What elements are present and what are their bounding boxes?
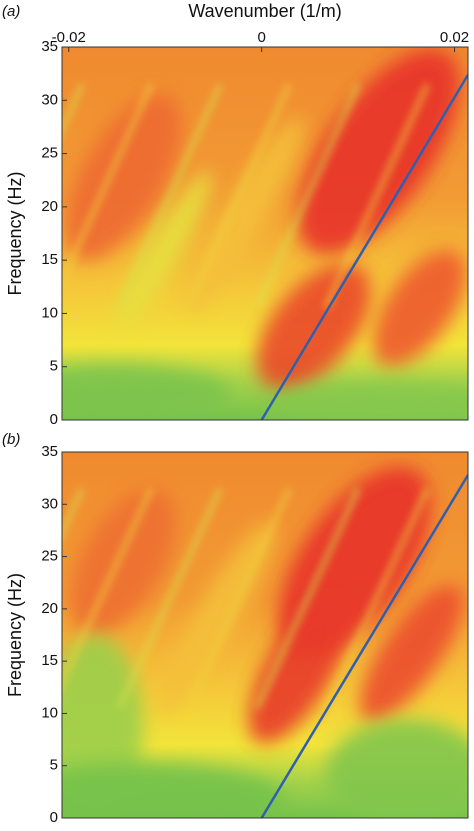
heatmap-blob xyxy=(186,117,304,313)
heatmap-streak xyxy=(62,487,155,689)
heatmap-blob xyxy=(265,382,468,420)
heatmap-blob xyxy=(114,170,213,334)
heatmap-streak xyxy=(185,83,293,310)
panel-label: (b) xyxy=(2,431,20,448)
y-tick-label: 35 xyxy=(41,38,58,55)
x-tick-label: -0.02 xyxy=(52,29,86,46)
y-tick-label: 0 xyxy=(50,411,58,428)
heatmap-blob xyxy=(64,94,182,261)
series-line xyxy=(260,74,468,420)
y-tick-label: 10 xyxy=(41,704,58,721)
heatmap-streak xyxy=(62,83,155,289)
heatmap-streak xyxy=(323,487,431,710)
plot-frame xyxy=(61,46,469,421)
y-tick-label: 25 xyxy=(41,548,58,565)
heatmap-blob xyxy=(158,521,274,713)
heatmap-streak xyxy=(62,487,86,540)
y-tick-label: 10 xyxy=(41,304,58,321)
series-line xyxy=(260,474,468,818)
panel-label: (a) xyxy=(2,3,20,20)
x-tick-label: 0.02 xyxy=(440,29,469,46)
y-tick-label: 35 xyxy=(41,443,58,460)
heatmap-streak xyxy=(254,487,362,710)
heatmap-blob xyxy=(372,250,467,367)
y-tick-label: 30 xyxy=(41,91,58,108)
y-tick-label: 15 xyxy=(41,652,58,669)
heatmap-streak xyxy=(323,83,431,310)
heatmap-blob xyxy=(62,763,286,818)
x-tick-label: 0 xyxy=(257,29,265,46)
y-tick-label: 25 xyxy=(41,145,58,162)
y-tick-label: 5 xyxy=(50,358,58,375)
y-tick-label: 20 xyxy=(41,600,58,617)
y-tick-label: 30 xyxy=(41,495,58,512)
heatmap-blob xyxy=(69,489,177,635)
plot-area xyxy=(62,47,468,420)
heatmap-blob xyxy=(256,263,371,390)
plot-frame xyxy=(61,451,469,819)
y-axis-label: Frequency (Hz) xyxy=(5,171,25,295)
heatmap-streak xyxy=(116,487,224,710)
heatmap-streak xyxy=(254,83,362,310)
heatmap-streak xyxy=(116,83,224,310)
x-axis-label: Wavenumber (1/m) xyxy=(188,1,341,21)
heatmap-streak xyxy=(185,487,293,710)
heatmap-blob xyxy=(325,719,468,818)
plot-area xyxy=(62,452,468,818)
y-axis-label: Frequency (Hz) xyxy=(5,573,25,697)
heatmap-streak xyxy=(62,83,86,137)
heatmap-blob xyxy=(62,364,233,420)
y-tick-label: 15 xyxy=(41,251,58,268)
y-tick-label: 0 xyxy=(50,809,58,826)
heatmap-blob xyxy=(248,600,347,744)
y-tick-label: 20 xyxy=(41,198,58,215)
heatmap-blob xyxy=(359,585,463,722)
y-tick-label: 5 xyxy=(50,757,58,774)
